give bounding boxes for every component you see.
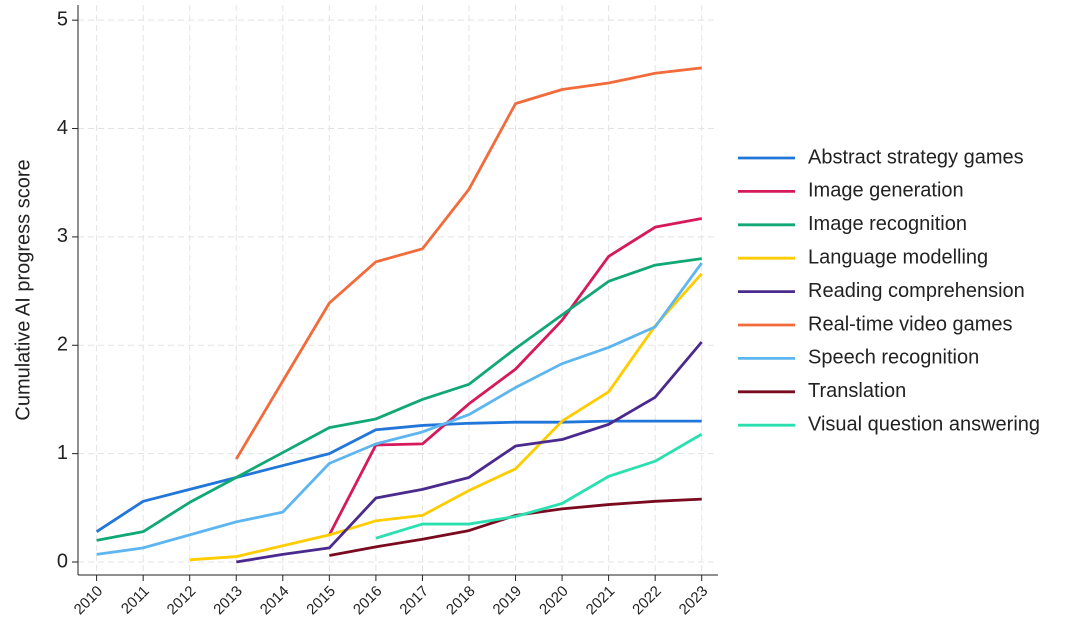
- x-tick-label: 2021: [583, 583, 619, 619]
- legend-label: Language modelling: [808, 246, 988, 268]
- series-line: [189, 272, 703, 562]
- x-tick-label: 2013: [210, 583, 246, 619]
- legend-label: Translation: [808, 380, 906, 402]
- legend-label: Image recognition: [808, 213, 967, 235]
- x-tick-label: 2022: [629, 583, 665, 619]
- series-line: [96, 257, 702, 542]
- y-tick-label: 1: [57, 442, 68, 464]
- legend-label: Image generation: [808, 180, 964, 202]
- legend-label: Speech recognition: [808, 347, 979, 369]
- series-line: [328, 217, 702, 536]
- legend-label: Visual question answering: [808, 413, 1040, 435]
- x-tick-label: 2015: [303, 583, 339, 619]
- x-tick-label: 2019: [490, 583, 526, 619]
- series-line: [236, 341, 703, 564]
- series-line: [96, 262, 703, 556]
- series-line: [375, 432, 703, 540]
- x-tick-label: 2010: [71, 583, 107, 619]
- x-tick-label: 2018: [443, 583, 479, 619]
- y-tick-label: 4: [57, 117, 68, 139]
- legend-label: Reading comprehension: [808, 280, 1025, 302]
- x-tick-label: 2020: [536, 583, 572, 619]
- y-axis-label: Cumulative AI progress score: [12, 159, 34, 420]
- y-tick-label: 5: [57, 8, 68, 30]
- x-tick-label: 2017: [396, 583, 432, 619]
- y-tick-label: 3: [57, 225, 68, 247]
- y-tick-label: 2: [57, 334, 68, 356]
- series-line: [95, 419, 702, 533]
- series-line: [235, 66, 702, 460]
- x-tick-label: 2016: [350, 583, 386, 619]
- x-tick-label: 2012: [164, 583, 200, 619]
- y-tick-label: 0: [57, 550, 68, 572]
- x-tick-label: 2011: [118, 583, 153, 618]
- legend-label: Real-time video games: [808, 313, 1013, 335]
- legend-label: Abstract strategy games: [808, 146, 1024, 168]
- x-tick-label: 2014: [257, 583, 293, 619]
- x-tick-label: 2023: [676, 583, 712, 619]
